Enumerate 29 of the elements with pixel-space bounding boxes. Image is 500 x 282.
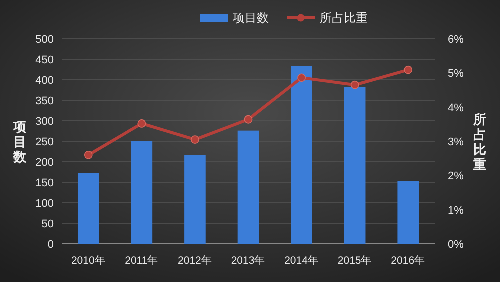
x-tick-label: 2016年 [391, 255, 426, 267]
y2-tick-label: 0% [448, 239, 464, 251]
x-tick-label: 2013年 [231, 255, 266, 267]
y-axis-title: 项目数 [12, 120, 28, 164]
y2-tick-label: 1% [448, 204, 464, 217]
y-tick-label: 300 [36, 116, 54, 128]
y-tick-label: 50 [42, 218, 54, 230]
x-tick-label: 2012年 [178, 255, 212, 267]
y-tick-label: 200 [36, 157, 54, 169]
y-tick-label: 450 [36, 54, 54, 66]
y2-axis-title: 所占比重 [472, 112, 486, 172]
legend-label: 项目数 [233, 11, 269, 25]
x-tick-label: 2014年 [284, 255, 319, 267]
y-tick-label: 350 [36, 96, 54, 108]
y-tick-label: 500 [36, 34, 54, 46]
y-tick-label: 250 [36, 136, 54, 148]
y2-tick-label: 6% [448, 34, 464, 46]
legend-label: 所占比重 [320, 11, 368, 25]
y2-tick-label: 5% [448, 68, 464, 80]
x-tick-label: 2015年 [338, 255, 372, 267]
x-tick-label: 2010年 [71, 255, 106, 267]
y-tick-label: 400 [36, 75, 54, 87]
y-tick-label: 100 [36, 198, 54, 210]
y2-tick-label: 3% [448, 136, 464, 148]
y2-tick-label: 2% [448, 170, 464, 183]
x-tick-label: 2011年 [125, 255, 159, 267]
y-tick-label: 0 [48, 239, 54, 251]
y2-tick-label: 4% [448, 102, 464, 114]
y-tick-label: 150 [36, 178, 54, 190]
